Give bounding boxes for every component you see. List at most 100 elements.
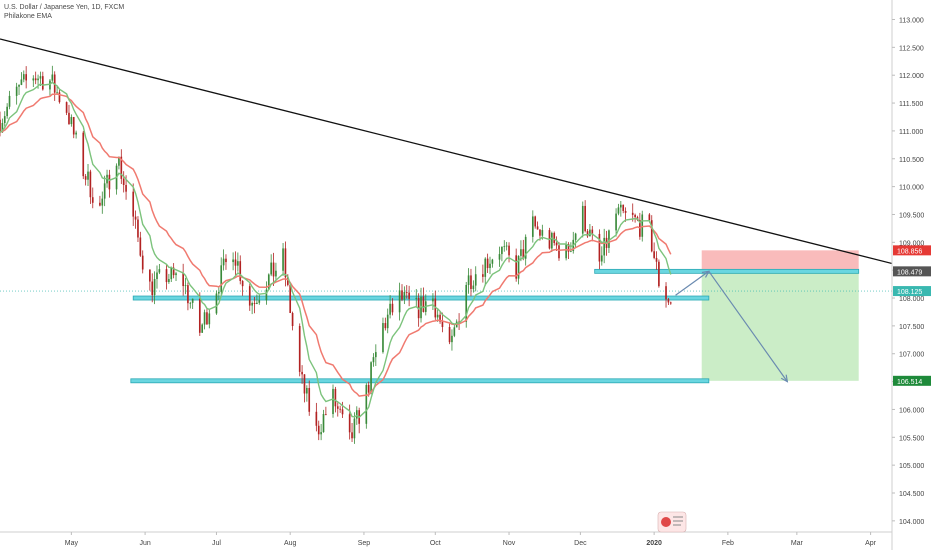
candle-body	[265, 289, 268, 301]
candle-body	[137, 219, 139, 238]
candle-body	[408, 292, 410, 299]
candle-body	[658, 261, 660, 287]
candle-body	[134, 216, 137, 220]
candle-body	[20, 79, 23, 85]
candle-body	[353, 418, 356, 439]
projection-arrow[interactable]	[675, 270, 710, 296]
candle-body	[570, 250, 572, 252]
candle-body	[541, 230, 544, 236]
candle-body	[491, 259, 494, 264]
candle-body	[591, 229, 594, 234]
candle-body	[669, 302, 672, 304]
candle-body	[422, 296, 425, 312]
candle-body	[170, 267, 173, 280]
symbol-title: U.S. Dollar / Japanese Yen, 1D, FXCM	[4, 4, 125, 11]
candle-body	[415, 297, 418, 299]
x-tick-label: Mar	[791, 540, 804, 547]
candle-body	[574, 233, 577, 240]
candle-body	[441, 321, 444, 328]
candle-body	[584, 205, 586, 232]
candle-body	[156, 272, 158, 279]
projection-arrow[interactable]	[708, 270, 788, 382]
candle-body	[70, 117, 73, 125]
x-tick-label: Jun	[139, 540, 150, 547]
candle-body	[241, 280, 244, 287]
candle-body	[175, 273, 177, 276]
candle-body	[284, 248, 287, 278]
candle-body	[458, 321, 460, 323]
candle-body	[367, 384, 370, 393]
candle-body	[149, 269, 151, 282]
price-badge-label: 106.514	[897, 379, 922, 386]
candle-body	[301, 371, 303, 375]
candle-body	[132, 191, 135, 217]
candle-body	[370, 362, 372, 393]
candle-body	[553, 232, 556, 243]
candle-body	[91, 197, 94, 203]
candle-body	[198, 298, 201, 333]
y-tick-label: 111.000	[899, 129, 923, 136]
candle-body	[275, 270, 277, 277]
indicator-name: Philakone EMA	[4, 13, 52, 20]
candle-body	[600, 255, 603, 262]
candle-body	[270, 262, 273, 275]
candle-body	[558, 245, 560, 259]
price-badge-label: 108.856	[897, 248, 922, 255]
candle-body	[451, 335, 453, 343]
candle-body	[32, 78, 35, 81]
candle-body	[653, 251, 655, 258]
candle-body	[215, 293, 218, 314]
support-zone-2[interactable]	[130, 378, 710, 384]
descending-trendline[interactable]	[0, 38, 893, 265]
candle-body	[520, 249, 522, 256]
candle-body	[322, 414, 325, 433]
y-tick-label: 110.000	[899, 185, 924, 192]
candle-body	[315, 411, 318, 426]
candle-body	[208, 313, 211, 325]
candle-body	[505, 245, 508, 247]
candle-body	[118, 156, 120, 166]
ema-fast-line	[0, 81, 672, 419]
candle-body	[351, 432, 353, 439]
candle-body	[37, 78, 39, 81]
candle-body	[372, 357, 375, 363]
reward-zone[interactable]	[701, 271, 859, 381]
candle-body	[339, 408, 341, 410]
x-tick-label: Nov	[503, 540, 516, 547]
candle-body	[303, 374, 306, 394]
candle-body	[624, 210, 627, 213]
candle-body	[182, 273, 184, 287]
candle-body	[517, 255, 520, 279]
plot-area[interactable]	[0, 38, 893, 444]
candle-body	[641, 214, 644, 237]
candle-body	[282, 248, 284, 271]
candle-body	[432, 298, 434, 302]
candle-body	[3, 116, 6, 124]
candle-body	[239, 261, 242, 281]
candle-body	[534, 216, 537, 227]
candle-body	[89, 171, 92, 198]
candle-body	[474, 274, 477, 286]
x-tick-label: Oct	[430, 540, 441, 547]
candle-body	[439, 314, 441, 322]
candle-body	[22, 74, 25, 80]
candle-body	[486, 258, 489, 269]
candle-body	[237, 261, 239, 266]
candle-body	[291, 312, 294, 327]
candle-body	[655, 257, 658, 262]
x-tick-label: Apr	[865, 540, 877, 547]
candle-body	[1, 123, 4, 133]
candle-body	[87, 171, 89, 180]
y-tick-label: 105.000	[899, 463, 924, 470]
candle-body	[51, 74, 54, 81]
x-tick-label: Dec	[574, 540, 587, 547]
candle-body	[565, 244, 567, 259]
candle-body	[308, 387, 311, 412]
candle-body	[608, 230, 610, 248]
entry-zone[interactable]	[594, 268, 860, 274]
risk-zone[interactable]	[701, 250, 859, 272]
candle-body	[617, 207, 620, 214]
